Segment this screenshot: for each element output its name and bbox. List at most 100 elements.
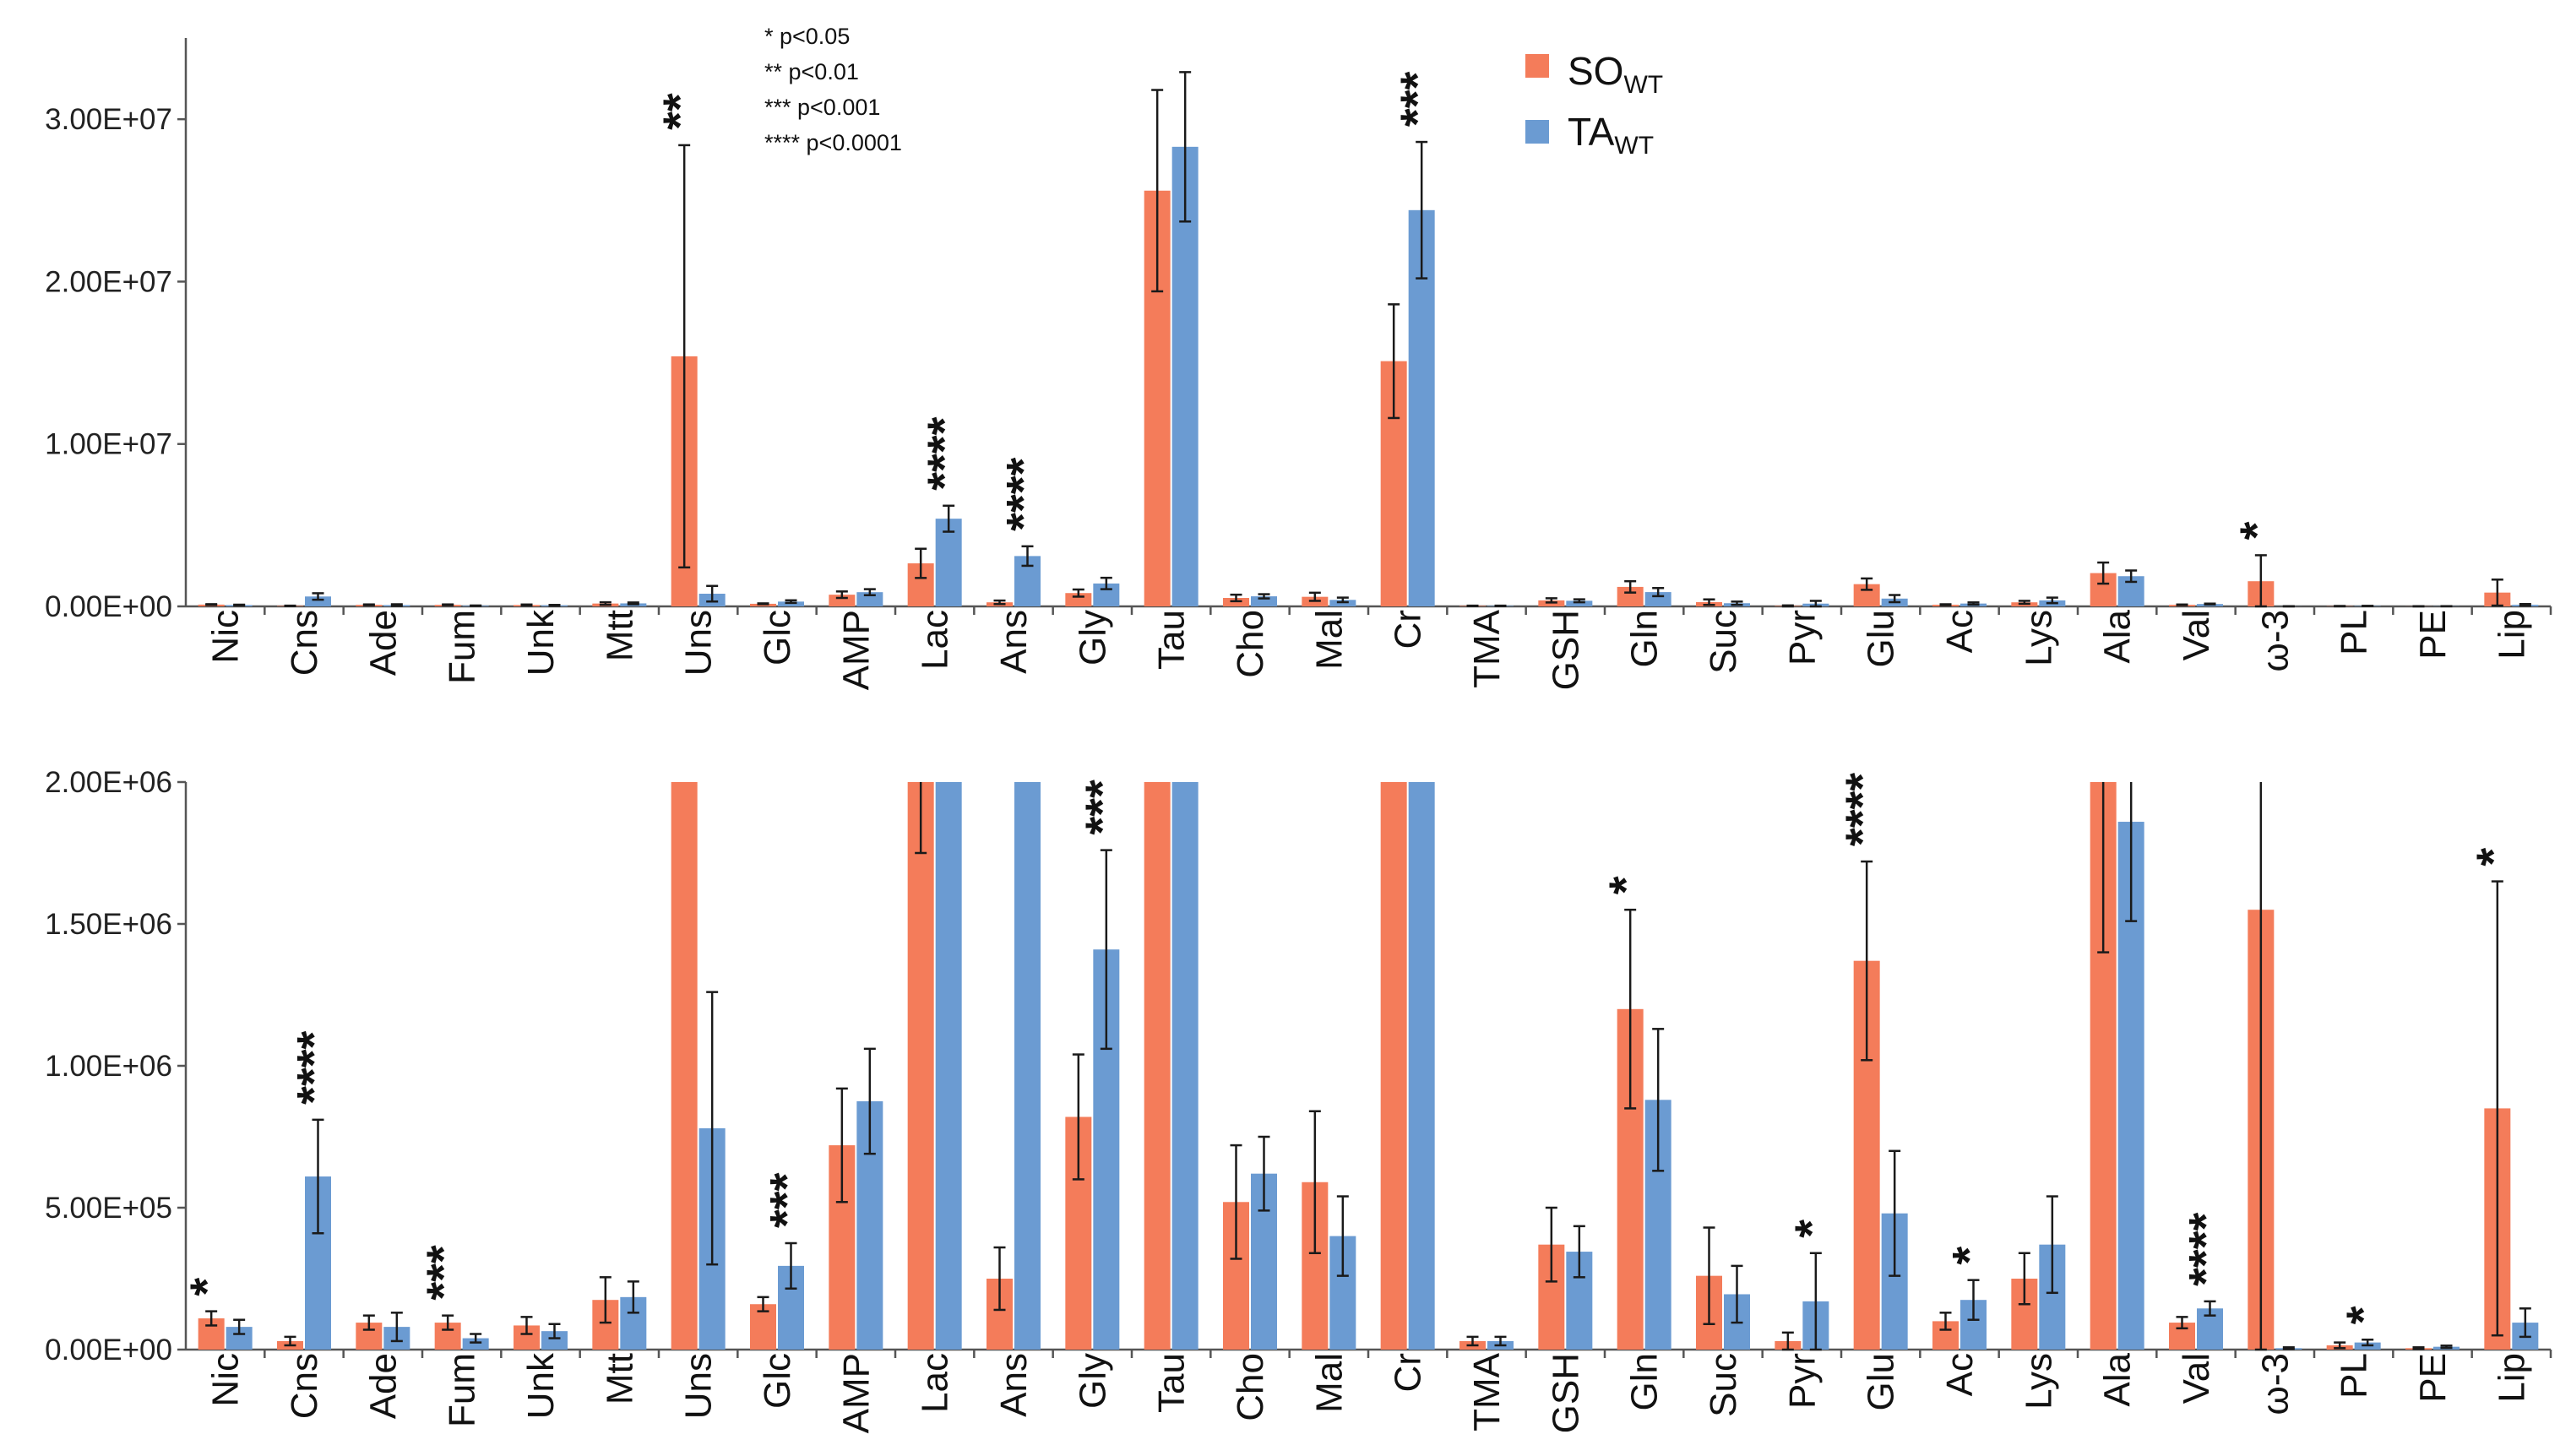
bar-so-wt-gly — [1065, 593, 1092, 606]
category-label-omega-3: ω-3 — [2254, 1353, 2296, 1415]
category-label-amp: AMP — [835, 610, 877, 690]
category-label-cr: Cr — [1388, 1353, 1429, 1392]
bottom-panel: 0.00E+00 5.00E+05 1.00E+06 1.50E+06 2.00E+06… — [45, 766, 2552, 1433]
category-label-val: Val — [2176, 610, 2217, 660]
legend-swatch-ta-wt — [1525, 120, 1549, 144]
category-label-fum: Fum — [442, 610, 483, 684]
significance-stars-gly: *** — [1075, 780, 1128, 835]
significance-stars-ac: * — [1943, 1247, 1996, 1265]
category-label-nic: Nic — [205, 610, 247, 664]
category-label-amp: AMP — [835, 1353, 877, 1433]
y-tick-label: 2.00E+06 — [45, 766, 172, 799]
category-label-fum: Fum — [442, 1353, 483, 1427]
p-value-note-4: **** p<0.0001 — [764, 130, 902, 155]
bar-ta-wt-gsh — [1566, 600, 1593, 606]
category-label-uns: Uns — [678, 1353, 720, 1419]
p-value-legend: * p<0.05 ** p<0.01 *** p<0.001 **** p<0.… — [764, 24, 902, 155]
category-label-cr: Cr — [1388, 610, 1429, 649]
category-label-omega-3: ω-3 — [2254, 610, 2296, 671]
category-label-suc: Suc — [1703, 1353, 1744, 1417]
category-label-cns: Cns — [284, 1353, 325, 1419]
significance-stars-pyr: * — [1785, 1220, 1838, 1238]
p-value-note-1: * p<0.05 — [764, 24, 850, 49]
category-label-glu: Glu — [1861, 610, 1902, 667]
y-tick-label: 1.00E+06 — [45, 1050, 172, 1083]
bar-ta-wt-cns — [305, 596, 331, 606]
category-label-mtt: Mtt — [599, 610, 640, 661]
category-label-nic: Nic — [205, 1353, 247, 1407]
category-label-ans: Ans — [993, 1353, 1035, 1417]
category-label-ade: Ade — [362, 610, 404, 676]
category-label-ade: Ade — [362, 1353, 404, 1419]
category-label-ac: Ac — [1939, 610, 1981, 653]
category-label-mtt: Mtt — [599, 1353, 640, 1404]
category-label-gln: Gln — [1624, 1353, 1666, 1410]
category-label-lip: Lip — [2491, 610, 2532, 660]
y-tick-label: 0.00E+00 — [45, 590, 172, 623]
legend-label-so-wt: SOWT — [1568, 49, 1663, 99]
category-label-tma: TMA — [1466, 609, 1508, 688]
bar-ta-wt-tau — [1171, 782, 1199, 1350]
category-label-lac: Lac — [915, 610, 956, 670]
bar-so-wt-amp — [829, 595, 856, 606]
bar-ta-wt-ans — [1014, 782, 1041, 1350]
category-label-uns: Uns — [678, 610, 720, 676]
y-tick-label: 2.00E+07 — [45, 265, 172, 298]
category-label-mal: Mal — [1308, 610, 1350, 670]
category-label-cns: Cns — [284, 610, 325, 676]
category-label-tau: Tau — [1151, 1353, 1193, 1413]
series-legend: SOWT TAWT — [1525, 49, 1663, 160]
category-label-lip: Lip — [2491, 1353, 2532, 1403]
significance-stars-omega-3: * — [2230, 521, 2283, 540]
bar-so-wt-tau — [1144, 782, 1171, 1350]
significance-stars-gln: * — [1599, 876, 1652, 894]
category-label-cho: Cho — [1230, 1353, 1271, 1421]
category-label-gsh: GSH — [1545, 1353, 1586, 1433]
legend-label-ta-wt: TAWT — [1568, 110, 1654, 160]
category-label-ala: Ala — [2097, 1352, 2139, 1406]
category-label-tma: TMA — [1466, 1352, 1508, 1432]
category-label-lys: Lys — [2018, 610, 2059, 666]
bar-ta-wt-lac — [935, 519, 962, 606]
significance-stars-ans: **** — [997, 457, 1050, 530]
category-label-unk: Unk — [520, 609, 562, 676]
category-label-glc: Glc — [757, 1353, 798, 1409]
significance-stars-cns: **** — [287, 1030, 340, 1104]
category-label-pyr: Pyr — [1781, 1353, 1823, 1409]
category-label-ac: Ac — [1939, 1353, 1981, 1396]
bar-ta-wt-glc — [778, 601, 804, 606]
significance-stars-lac: **** — [917, 416, 970, 490]
category-label-glu: Glu — [1861, 1353, 1902, 1410]
bar-ta-wt-cr — [1408, 782, 1435, 1350]
bar-so-wt-uns — [671, 782, 698, 1350]
category-label-gly: Gly — [1072, 610, 1113, 666]
category-label-gsh: GSH — [1545, 610, 1586, 690]
significance-stars-glc: *** — [760, 1172, 813, 1228]
significance-stars-fum: *** — [416, 1245, 470, 1301]
significance-stars-lip: * — [2466, 848, 2519, 867]
category-label-tau: Tau — [1151, 610, 1193, 670]
significance-stars-uns: ** — [653, 93, 706, 130]
significance-stars-cr: *** — [1390, 71, 1443, 127]
y-tick-label: 1.00E+07 — [45, 428, 172, 461]
category-label-lac: Lac — [915, 1353, 956, 1413]
category-label-ans: Ans — [993, 610, 1035, 674]
significance-stars-glu: **** — [1835, 773, 1889, 846]
significance-stars-nic: * — [180, 1278, 233, 1296]
category-label-pe: PE — [2412, 610, 2454, 660]
category-label-pyr: Pyr — [1781, 610, 1823, 666]
bar-so-wt-gln — [1617, 586, 1644, 606]
bar-ta-wt-unk — [541, 1331, 568, 1350]
bar-ta-wt-tau — [1171, 146, 1199, 606]
category-label-glc: Glc — [757, 610, 798, 666]
bar-ta-wt-gln — [1644, 592, 1671, 606]
top-panel: 0.00E+00 1.00E+07 2.00E+07 3.00E+07 Nic Cns Ad… — [45, 38, 2552, 690]
y-tick-label: 3.00E+07 — [45, 103, 172, 136]
category-label-lys: Lys — [2018, 1353, 2059, 1410]
y-tick-label: 5.00E+05 — [45, 1192, 172, 1225]
bar-ta-wt-cho — [1251, 596, 1277, 606]
category-label-mal: Mal — [1308, 1353, 1350, 1413]
p-value-note-3: *** p<0.001 — [764, 95, 880, 120]
bar-ta-wt-lac — [935, 782, 962, 1350]
